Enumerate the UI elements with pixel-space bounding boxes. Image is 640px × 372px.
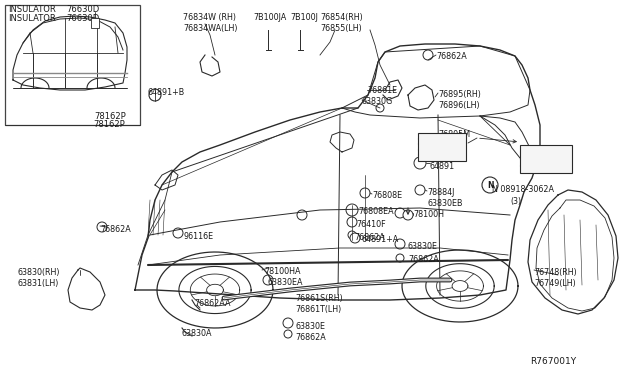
Text: 76855(LH): 76855(LH): [320, 24, 362, 33]
Bar: [5, 5, 140, 125]
Circle shape: [283, 318, 293, 328]
Text: 78100H: 78100H: [413, 210, 444, 219]
Circle shape: [173, 228, 183, 238]
Text: 78100HA: 78100HA: [264, 267, 301, 276]
Text: 63830E: 63830E: [295, 322, 325, 331]
Circle shape: [360, 188, 370, 198]
Text: 63830EB: 63830EB: [427, 199, 463, 208]
Text: 63830E: 63830E: [408, 242, 438, 251]
Text: 76805M: 76805M: [438, 130, 470, 139]
Text: R767001Y: R767001Y: [530, 357, 576, 366]
Text: 63831(LH): 63831(LH): [18, 279, 60, 288]
Text: 76861E: 76861E: [367, 86, 397, 95]
Circle shape: [415, 185, 425, 195]
Text: 76749(LH): 76749(LH): [534, 279, 576, 288]
Circle shape: [348, 231, 356, 239]
Text: 76861T(LH): 76861T(LH): [295, 305, 341, 314]
Text: 63830(RH): 63830(RH): [18, 268, 61, 277]
Bar: [418, 133, 466, 161]
Circle shape: [414, 157, 426, 169]
Text: 76861S(RH): 76861S(RH): [295, 294, 343, 303]
Circle shape: [395, 239, 405, 249]
Text: 76862A: 76862A: [436, 52, 467, 61]
Circle shape: [347, 217, 357, 227]
Circle shape: [346, 204, 358, 216]
Text: 76630D: 76630D: [66, 14, 99, 23]
Text: 76834W (RH): 76834W (RH): [183, 13, 236, 22]
Text: 64891+A: 64891+A: [362, 235, 399, 244]
Circle shape: [263, 275, 273, 285]
Text: 63830G: 63830G: [361, 97, 392, 106]
Text: 64891: 64891: [430, 162, 455, 171]
Text: 76862A: 76862A: [408, 255, 439, 264]
Circle shape: [376, 104, 384, 112]
Text: 76862A: 76862A: [354, 233, 385, 242]
Circle shape: [297, 210, 307, 220]
Text: 76854(RH): 76854(RH): [320, 13, 363, 22]
Text: INSULATOR: INSULATOR: [8, 5, 56, 14]
Text: 96116E: 96116E: [183, 232, 213, 241]
Text: 76896(LH): 76896(LH): [438, 101, 479, 110]
Text: 76808E: 76808E: [372, 191, 402, 200]
Text: N 08918-3062A: N 08918-3062A: [492, 185, 554, 194]
Text: 7B100J: 7B100J: [290, 13, 318, 22]
Text: 76895(RH): 76895(RH): [438, 90, 481, 99]
Text: 76410F: 76410F: [356, 220, 386, 229]
Text: 76862AA: 76862AA: [194, 299, 230, 308]
Text: 78162P: 78162P: [93, 120, 125, 129]
Circle shape: [396, 254, 404, 262]
Text: 76808EA: 76808EA: [358, 207, 394, 216]
Circle shape: [97, 222, 107, 232]
Text: 76630D: 76630D: [66, 5, 99, 14]
Text: 78162P: 78162P: [94, 112, 125, 121]
Text: 78852P: 78852P: [538, 155, 568, 164]
Circle shape: [284, 330, 292, 338]
Text: 76834WA(LH): 76834WA(LH): [183, 24, 237, 33]
Bar: [91, 18, 99, 28]
Circle shape: [482, 177, 498, 193]
Circle shape: [395, 208, 405, 218]
Text: 7B100JA: 7B100JA: [253, 13, 286, 22]
Text: 63830A: 63830A: [181, 329, 211, 338]
Text: 63830EA: 63830EA: [267, 278, 303, 287]
Text: 76862A: 76862A: [100, 225, 131, 234]
Circle shape: [423, 50, 433, 60]
Text: N: N: [487, 180, 493, 189]
Text: 76748(RH): 76748(RH): [534, 268, 577, 277]
Bar: [520, 145, 572, 173]
Text: (3): (3): [510, 197, 521, 206]
Circle shape: [403, 210, 413, 220]
Text: 64891+B: 64891+B: [148, 88, 185, 97]
Circle shape: [149, 89, 161, 101]
Text: INSULATOR: INSULATOR: [8, 14, 56, 23]
Text: 76862A: 76862A: [295, 333, 326, 342]
Circle shape: [350, 233, 360, 243]
Text: 78884J: 78884J: [427, 188, 454, 197]
